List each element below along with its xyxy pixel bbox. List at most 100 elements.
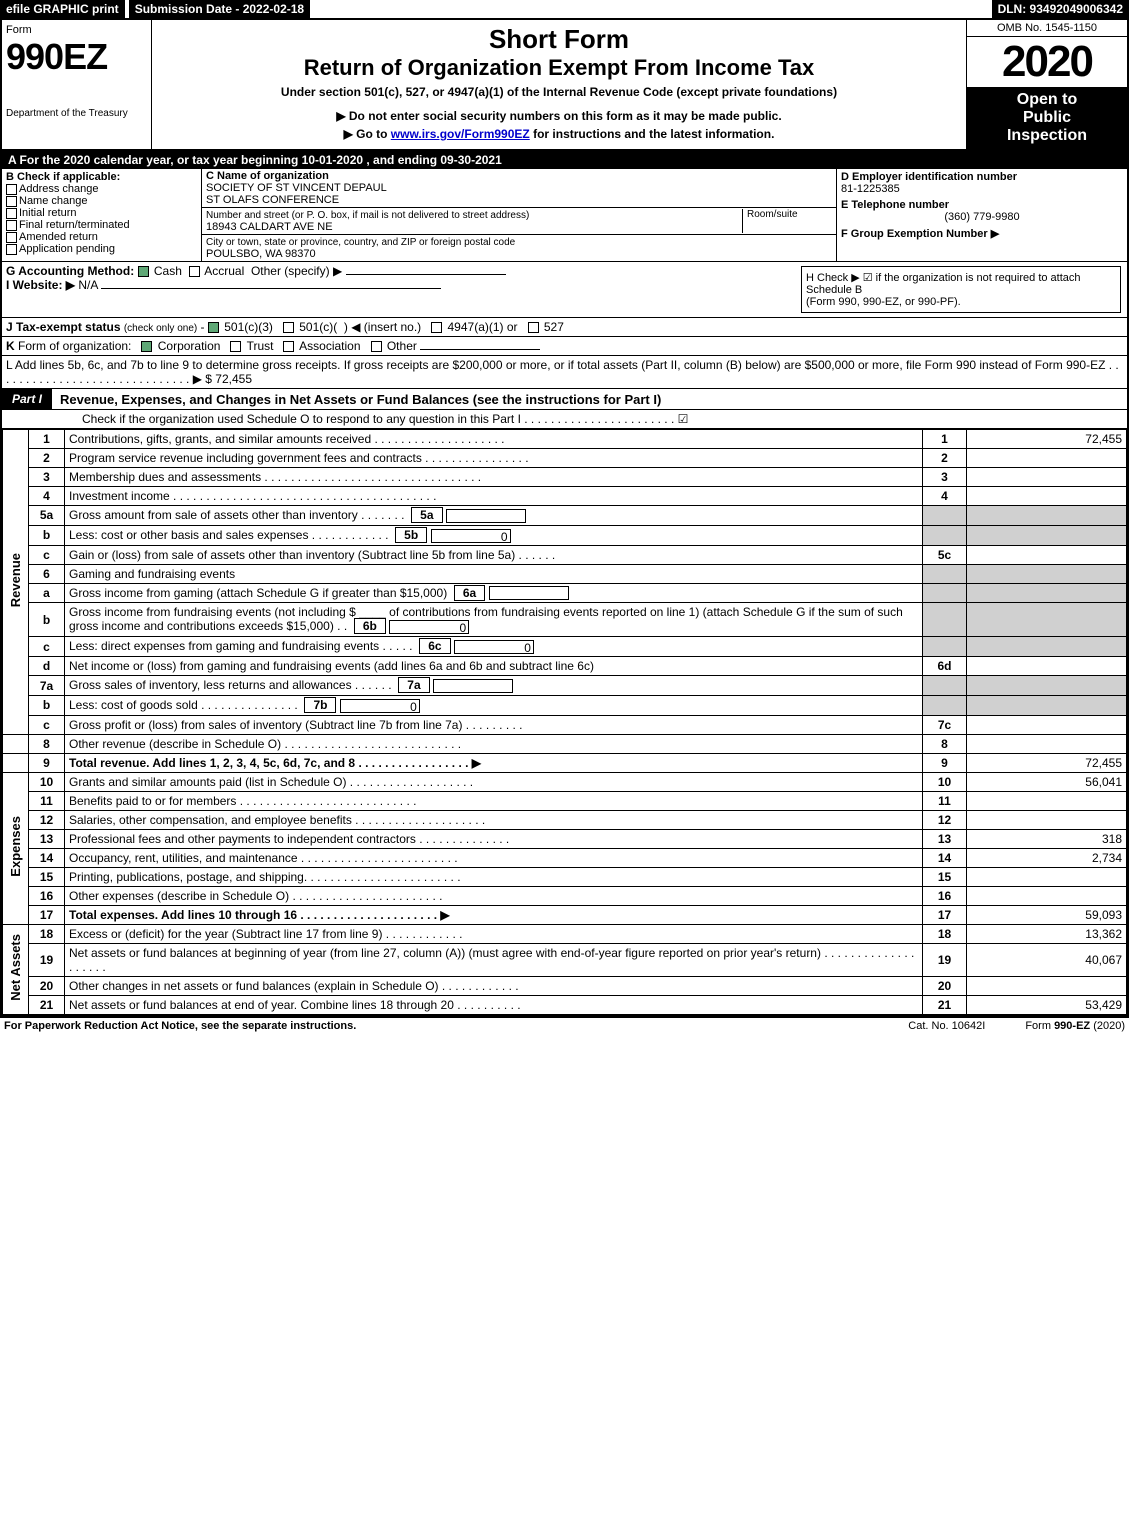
addr-lbl: Number and street (or P. O. box, if mail…: [206, 210, 529, 221]
omb-number: OMB No. 1545-1150: [967, 20, 1127, 37]
val-7a: [433, 679, 513, 693]
room-suite-lbl: Room/suite: [742, 209, 832, 233]
line-k: K Form of organization: Corporation Trus…: [2, 337, 1127, 356]
under-section-text: Under section 501(c), 527, or 4947(a)(1)…: [160, 85, 958, 99]
no-ssn-warning: ▶ Do not enter social security numbers o…: [160, 109, 958, 123]
form-number: 990EZ: [6, 36, 147, 78]
footer-catno: Cat. No. 10642I: [908, 1020, 985, 1032]
amt-line21: 53,429: [967, 995, 1127, 1014]
box-c-city: City or town, state or province, country…: [202, 235, 836, 261]
ein-lbl: D Employer identification number: [841, 171, 1123, 183]
bcd-row: B Check if applicable: Address change Na…: [2, 169, 1127, 262]
line-l-text: L Add lines 5b, 6c, and 7b to line 9 to …: [6, 358, 1119, 386]
efile-label: efile GRAPHIC print: [0, 0, 125, 18]
chk-trust[interactable]: [230, 341, 241, 352]
val-6c: 0: [454, 640, 534, 654]
chk-corp[interactable]: [141, 341, 152, 352]
footer-formref: Form 990-EZ (2020): [1025, 1020, 1125, 1032]
line-h-text: H Check ▶ ☑ if the organization is not r…: [806, 271, 1116, 296]
chk-assoc[interactable]: [283, 341, 294, 352]
tel-value: (360) 779-9980: [841, 211, 1123, 223]
amt-line1: 72,455: [967, 430, 1127, 449]
line-g-lbl: G Accounting Method:: [6, 264, 134, 278]
chk-accrual[interactable]: [189, 266, 200, 277]
amt-line19: 40,067: [967, 943, 1127, 976]
box-def: D Employer identification number 81-1225…: [837, 169, 1127, 261]
amt-line10: 56,041: [967, 772, 1127, 791]
chk-4947[interactable]: [431, 322, 442, 333]
open-line2: Public: [967, 109, 1127, 127]
side-revenue: Revenue: [3, 430, 29, 735]
chk-other-org[interactable]: [371, 341, 382, 352]
tax-year: 2020: [967, 37, 1127, 87]
line-h-sub: (Form 990, 990-EZ, or 990-PF).: [806, 296, 1116, 308]
box-b-title: B Check if applicable:: [6, 171, 197, 183]
chk-527[interactable]: [528, 322, 539, 333]
right-header-block: OMB No. 1545-1150 2020 Open to Public In…: [967, 20, 1127, 149]
top-bar: efile GRAPHIC print Submission Date - 20…: [0, 0, 1129, 18]
box-c: C Name of organization SOCIETY OF ST VIN…: [202, 169, 837, 261]
line-a-band: A For the 2020 calendar year, or tax yea…: [2, 151, 1127, 169]
dln-label: DLN: 93492049006342: [992, 0, 1129, 18]
form-number-block: Form 990EZ Department of the Treasury: [2, 20, 152, 149]
side-expenses: Expenses: [3, 772, 29, 924]
goto-instructions: ▶ Go to www.irs.gov/Form990EZ for instru…: [160, 127, 958, 141]
line-g-h: G Accounting Method: Cash Accrual Other …: [2, 262, 1127, 318]
amt-line9: 72,455: [967, 753, 1127, 772]
val-7b: 0: [340, 699, 420, 713]
group-exemption-lbl: F Group Exemption Number ▶: [841, 227, 1123, 240]
short-form-title: Short Form: [160, 24, 958, 55]
form-word: Form: [6, 24, 147, 36]
box-c-addr: Number and street (or P. O. box, if mail…: [202, 208, 836, 235]
line-g: G Accounting Method: Cash Accrual Other …: [6, 264, 799, 315]
box-c-name: C Name of organization SOCIETY OF ST VIN…: [202, 169, 836, 208]
line-l: L Add lines 5b, 6c, and 7b to line 9 to …: [2, 356, 1127, 389]
return-title: Return of Organization Exempt From Incom…: [160, 55, 958, 81]
ein-value: 81-1225385: [841, 183, 1123, 195]
chk-initial-return[interactable]: Initial return: [6, 207, 197, 219]
org-name1: SOCIETY OF ST VINCENT DEPAUL: [206, 182, 387, 194]
chk-name-change[interactable]: Name change: [6, 195, 197, 207]
org-street: 18943 CALDART AVE NE: [206, 221, 333, 233]
org-city: POULSBO, WA 98370: [206, 248, 316, 260]
chk-address-change[interactable]: Address change: [6, 183, 197, 195]
amt-line18: 13,362: [967, 924, 1127, 943]
val-6b: 0: [389, 620, 469, 634]
amt-line14: 2,734: [967, 848, 1127, 867]
part1-schedule-o: Check if the organization used Schedule …: [2, 410, 1127, 429]
chk-cash[interactable]: [138, 266, 149, 277]
chk-501c[interactable]: [283, 322, 294, 333]
part1-title: Revenue, Expenses, and Changes in Net As…: [52, 392, 661, 407]
amt-line13: 318: [967, 829, 1127, 848]
chk-amended-return[interactable]: Amended return: [6, 231, 197, 243]
part1-header: Part I Revenue, Expenses, and Changes in…: [2, 389, 1127, 410]
chk-application-pending[interactable]: Application pending: [6, 243, 197, 255]
line-h: H Check ▶ ☑ if the organization is not r…: [801, 266, 1121, 313]
goto-post: for instructions and the latest informat…: [533, 127, 774, 141]
submission-date: Submission Date - 2022-02-18: [129, 0, 310, 18]
city-lbl: City or town, state or province, country…: [206, 237, 515, 248]
chk-501c3[interactable]: [208, 322, 219, 333]
irs-link[interactable]: www.irs.gov/Form990EZ: [391, 127, 530, 141]
org-name2: ST OLAFS CONFERENCE: [206, 194, 339, 206]
open-line1: Open to: [967, 91, 1127, 109]
side-netassets: Net Assets: [3, 924, 29, 1014]
part1-table: Revenue 1 Contributions, gifts, grants, …: [2, 429, 1127, 1015]
box-c-name-lbl: C Name of organization: [206, 170, 329, 182]
val-5b: 0: [431, 529, 511, 543]
form-header: Form 990EZ Department of the Treasury Sh…: [2, 20, 1127, 151]
tel-lbl: E Telephone number: [841, 199, 1123, 211]
open-line3: Inspection: [967, 127, 1127, 145]
goto-pre: ▶ Go to: [344, 127, 391, 141]
val-6a: [489, 586, 569, 600]
part1-tab: Part I: [2, 389, 52, 409]
website-value: N/A: [78, 278, 97, 292]
page-footer: For Paperwork Reduction Act Notice, see …: [0, 1017, 1129, 1034]
form-frame: Form 990EZ Department of the Treasury Sh…: [0, 18, 1129, 1017]
box-b: B Check if applicable: Address change Na…: [2, 169, 202, 261]
amt-line17: 59,093: [967, 905, 1127, 924]
open-to-public: Open to Public Inspection: [967, 87, 1127, 149]
line-j: J Tax-exempt status (check only one) - 5…: [2, 318, 1127, 337]
chk-final-return[interactable]: Final return/terminated: [6, 219, 197, 231]
val-5a: [446, 509, 526, 523]
